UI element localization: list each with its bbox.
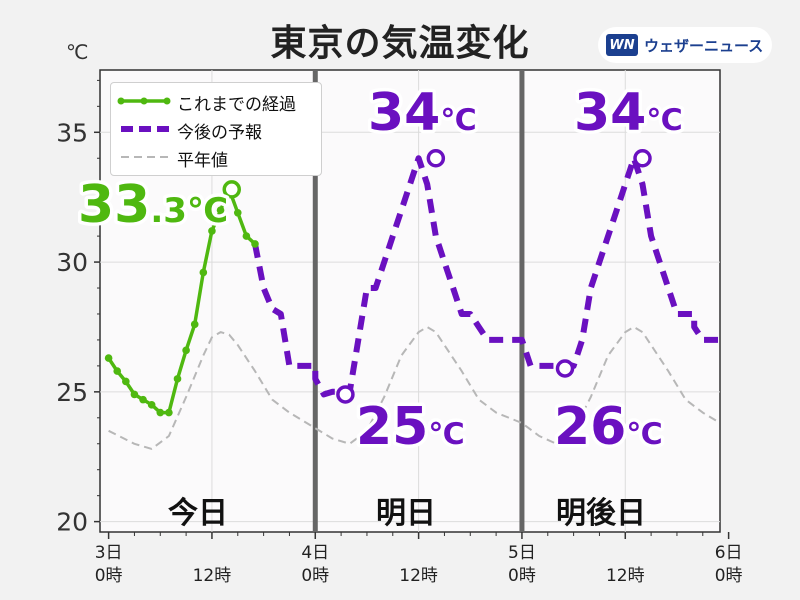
legend-item-normal: 平年値 bbox=[111, 143, 321, 171]
series-line-1 bbox=[252, 155, 720, 398]
data-point bbox=[113, 367, 122, 375]
x-tick-time-label: 0時 bbox=[508, 566, 536, 586]
legend: これまでの経過 今後の予報 平年値 bbox=[110, 82, 322, 176]
x-tick-day-label: 6日 bbox=[715, 543, 743, 563]
data-point bbox=[104, 354, 113, 362]
x-tick-time-label: 0時 bbox=[95, 566, 123, 586]
extreme-marker bbox=[426, 148, 446, 168]
legend-swatch-past bbox=[117, 97, 171, 105]
data-point bbox=[122, 377, 130, 386]
extreme-marker bbox=[555, 359, 575, 378]
data-point bbox=[216, 206, 225, 214]
x-tick-day-label: 4日 bbox=[301, 543, 329, 563]
legend-item-past: これまでの経過 bbox=[111, 87, 321, 115]
temperature-annotation: 26℃ bbox=[554, 397, 663, 457]
x-tick-time-label: 12時 bbox=[193, 566, 232, 586]
x-tick-time-label: 12時 bbox=[606, 566, 645, 586]
x-tick-day-label: 3日 bbox=[95, 543, 123, 563]
data-point bbox=[165, 408, 173, 417]
data-point bbox=[139, 395, 147, 404]
weathernews-logo: WN ウェザーニュース bbox=[598, 27, 772, 63]
weathernews-logo-text: ウェザーニュース bbox=[644, 36, 764, 55]
extreme-marker bbox=[633, 148, 652, 168]
data-point bbox=[190, 320, 199, 329]
data-point bbox=[199, 268, 208, 277]
y-tick-label: 25 bbox=[56, 378, 88, 407]
data-point bbox=[173, 375, 182, 383]
legend-label-forecast: 今後の予報 bbox=[177, 123, 262, 143]
x-tick-time-label: 0時 bbox=[301, 566, 329, 586]
extreme-marker bbox=[336, 385, 355, 404]
extreme-marker bbox=[222, 180, 241, 199]
x-tick-day-label: 5日 bbox=[508, 543, 536, 563]
chart-title: 東京の気温変化 bbox=[270, 23, 530, 64]
temperature-annotation: 33.3℃ bbox=[78, 175, 228, 235]
x-tick-time-label: 0時 bbox=[715, 566, 743, 586]
y-tick-label: 30 bbox=[56, 248, 88, 277]
data-point bbox=[208, 227, 216, 235]
y-tick-label: 35 bbox=[56, 118, 88, 147]
data-point bbox=[182, 346, 190, 355]
temperature-annotation: 34℃ bbox=[368, 83, 477, 143]
temperature-annotations: 33.3℃ 34℃ 25℃ 34℃ 26℃ bbox=[75, 80, 687, 461]
data-point bbox=[130, 390, 139, 399]
data-point bbox=[251, 240, 259, 248]
day-label-today: 今日 bbox=[168, 496, 228, 531]
legend-swatch-normal bbox=[121, 156, 169, 158]
weathernews-logo-icon: WN bbox=[606, 34, 638, 56]
data-point bbox=[242, 232, 251, 240]
y-tick-label: 20 bbox=[56, 508, 88, 537]
data-point bbox=[156, 408, 165, 417]
series-line-2 bbox=[108, 326, 721, 450]
legend-swatch-forecast bbox=[121, 126, 169, 132]
temperature-annotation: 34℃ bbox=[574, 83, 683, 143]
legend-item-forecast: 今後の予報 bbox=[111, 115, 321, 143]
y-axis-unit: ℃ bbox=[66, 40, 89, 64]
x-tick-time-label: 12時 bbox=[399, 566, 438, 586]
legend-label-past: これまでの経過 bbox=[177, 95, 296, 115]
data-point bbox=[147, 401, 156, 409]
data-point bbox=[233, 208, 242, 217]
legend-label-normal: 平年値 bbox=[177, 151, 228, 171]
temperature-annotation: 25℃ bbox=[356, 397, 465, 457]
peak-markers bbox=[222, 148, 652, 404]
day-label-tomorrow: 明日 bbox=[376, 496, 436, 531]
day-label-day-after: 明後日 bbox=[556, 496, 646, 531]
axis-ticks: 20 25 30 35 3日 0時 12時 4日 0時 12時 5日 0時 12時 6日 0時 bbox=[56, 79, 743, 586]
